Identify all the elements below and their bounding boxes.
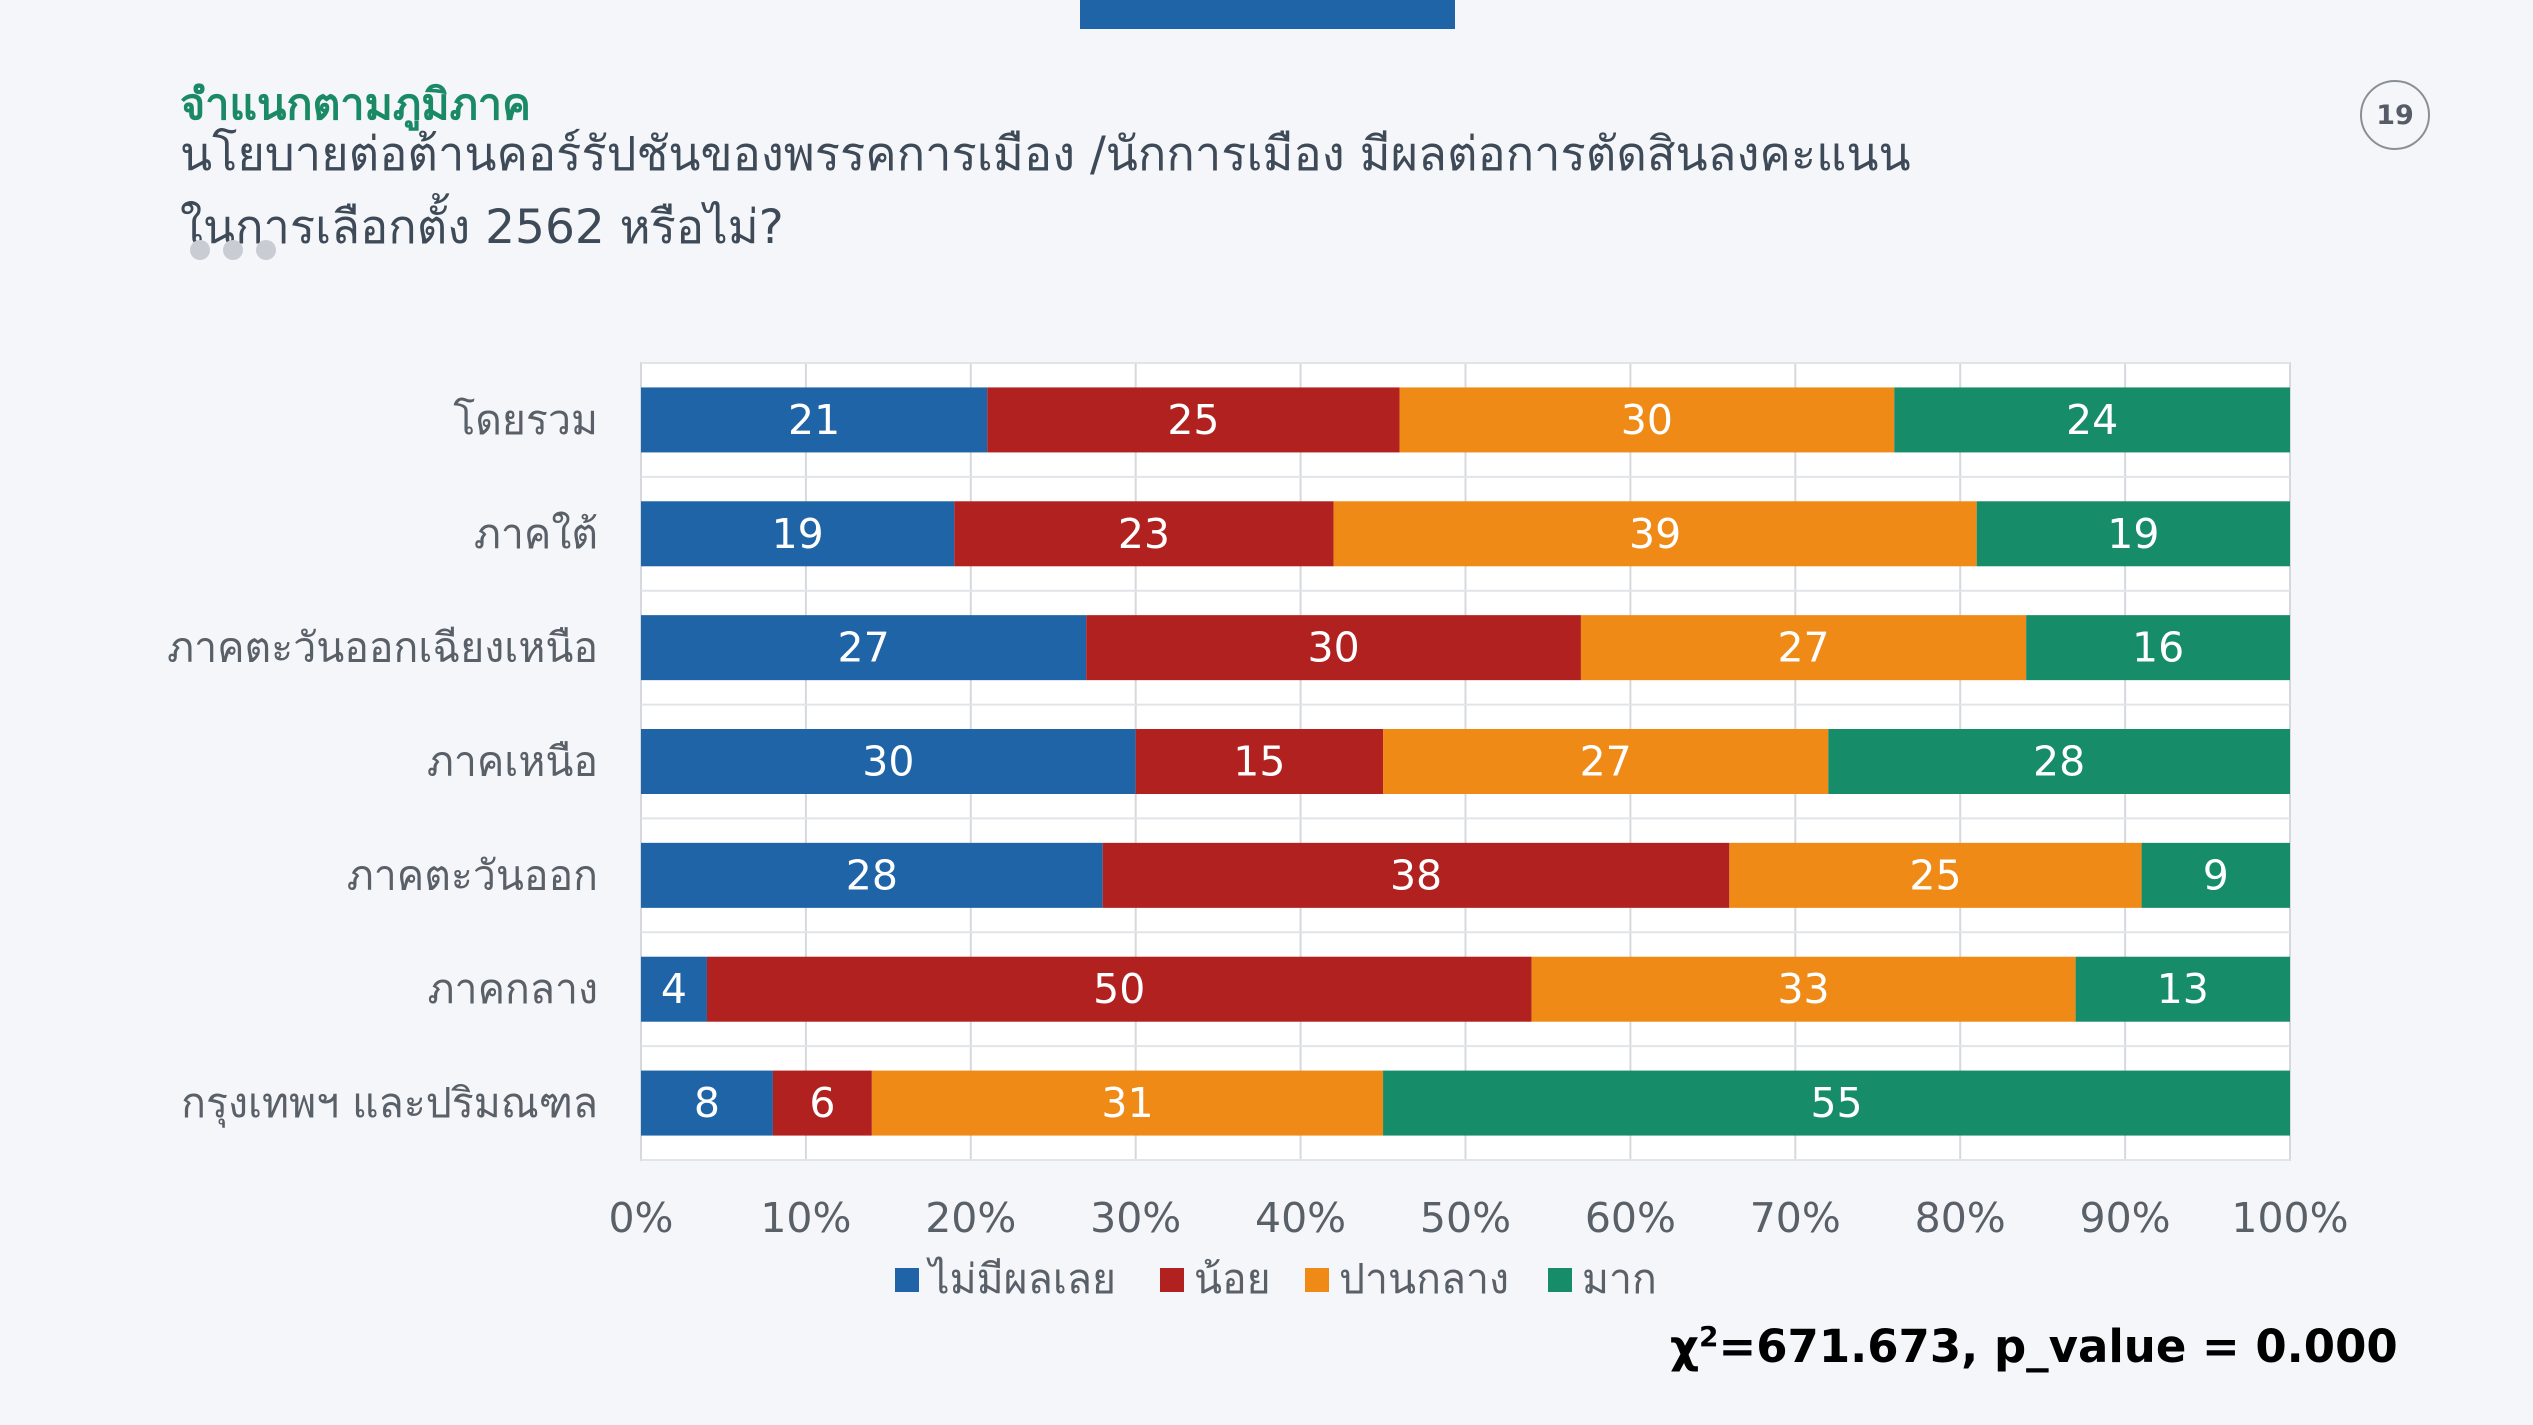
bar-value-label: 30 (1621, 396, 1673, 444)
bar-segment (1333, 501, 1977, 567)
bar-value-label: 31 (1101, 1079, 1153, 1127)
section-label: จำแนกตามภูมิภาค (180, 80, 531, 130)
decorative-dots (190, 240, 289, 264)
bar-value-label: 30 (862, 738, 914, 786)
chi-superscript: 2 (1699, 1320, 1719, 1353)
bar-segment (1383, 729, 1829, 794)
bar-segment (641, 842, 1103, 908)
chi-symbol: χ (1670, 1320, 1700, 1373)
bar-value-label: 38 (1390, 851, 1442, 899)
bar-segment (641, 387, 988, 453)
bar-segment (954, 501, 1334, 567)
bar-segment (641, 729, 1136, 794)
dot (223, 240, 243, 260)
bar-segment (1531, 956, 2076, 1022)
category-label: ภาคตะวันออก (347, 851, 598, 899)
bar-value-label: 16 (2132, 624, 2184, 672)
title-line-2: ในการเลือกตั้ง 2562 หรือไม่? (180, 200, 784, 255)
bar-segment (1135, 729, 1384, 794)
category-label: กรุงเทพฯ และปริมณฑล (181, 1079, 598, 1128)
bar-value-label: 39 (1629, 510, 1681, 558)
dot (190, 240, 210, 260)
legend-swatch (895, 1268, 919, 1292)
bar-value-label: 19 (772, 510, 824, 558)
bar-segment (706, 956, 1532, 1022)
category-label: ภาคใต้ (474, 510, 598, 558)
category-label: ภาคตะวันออกเฉียงเหนือ (167, 624, 598, 672)
bar-value-label: 27 (1777, 624, 1829, 672)
bar-segment (871, 1070, 1384, 1136)
chi-result-text: =671.673, p_value = 0.000 (1718, 1320, 2398, 1373)
x-tick-label: 10% (760, 1194, 851, 1242)
bar-value-label: 25 (1909, 851, 1961, 899)
bar-segment (2075, 956, 2290, 1022)
page-title: นโยบายต่อต้านคอร์รัปชันของพรรคการเมือง /… (180, 118, 2080, 264)
bar-value-label: 8 (694, 1079, 720, 1127)
bar-segment (641, 1070, 773, 1136)
x-tick-label: 70% (1750, 1194, 1841, 1242)
x-tick-label: 90% (2080, 1194, 2171, 1242)
legend-label: มาก (1582, 1255, 1657, 1303)
bar-value-label: 30 (1307, 624, 1359, 672)
bar-segment (641, 501, 955, 567)
bar-segment (1399, 387, 1895, 453)
bar-value-label: 28 (2033, 738, 2085, 786)
bar-segment (1383, 1070, 2290, 1136)
top-accent-bar (1080, 0, 1455, 29)
x-tick-label: 30% (1090, 1194, 1181, 1242)
x-tick-label: 50% (1420, 1194, 1511, 1242)
bar-segment (1894, 387, 2290, 453)
legend-label: ไม่มีผลเลย (926, 1255, 1116, 1303)
bar-segment (987, 387, 1400, 453)
bar-value-label: 55 (1810, 1079, 1862, 1127)
bar-segment (1580, 615, 2027, 681)
bar-segment (1729, 842, 2142, 908)
bar-value-label: 13 (2157, 965, 2209, 1013)
bar-value-label: 4 (661, 965, 687, 1013)
bar-value-label: 21 (788, 396, 840, 444)
bar-segment (1086, 615, 1581, 681)
bar-value-label: 19 (2107, 510, 2159, 558)
x-tick-label: 80% (1915, 1194, 2006, 1242)
category-label: โดยรวม (453, 396, 598, 444)
slide-number-badge: 19 (2360, 80, 2430, 150)
bar-value-label: 25 (1167, 396, 1219, 444)
category-label: ภาคกลาง (428, 965, 598, 1013)
legend-swatch (1305, 1268, 1329, 1292)
legend-swatch (1548, 1268, 1572, 1292)
title-line-1: นโยบายต่อต้านคอร์รัปชันของพรรคการเมือง /… (180, 127, 1911, 182)
dot (256, 240, 276, 260)
bar-value-label: 33 (1777, 965, 1829, 1013)
bar-value-label: 6 (809, 1079, 835, 1127)
category-label: ภาคเหนือ (427, 738, 598, 786)
x-tick-label: 60% (1585, 1194, 1676, 1242)
bar-value-label: 24 (2066, 396, 2118, 444)
bar-segment (1976, 501, 2290, 567)
x-tick-label: 0% (608, 1194, 673, 1242)
bar-segment (1828, 729, 2290, 794)
x-tick-label: 100% (2231, 1194, 2348, 1242)
legend-label: ปานกลาง (1339, 1255, 1509, 1303)
bar-segment (772, 1070, 872, 1136)
bar-value-label: 9 (2203, 851, 2229, 899)
bar-value-label: 28 (846, 851, 898, 899)
bar-segment (2026, 615, 2290, 681)
x-tick-label: 40% (1255, 1194, 1346, 1242)
bar-value-label: 27 (1580, 738, 1632, 786)
bar-segment (1102, 842, 1730, 908)
legend-label: น้อย (1194, 1255, 1271, 1303)
bar-segment (2141, 842, 2290, 908)
x-tick-label: 20% (925, 1194, 1016, 1242)
bar-value-label: 27 (838, 624, 890, 672)
bar-segment (641, 956, 707, 1022)
bar-segment (641, 615, 1087, 681)
bar-value-label: 23 (1118, 510, 1170, 558)
legend-swatch (1160, 1268, 1184, 1292)
bar-value-label: 15 (1233, 738, 1285, 786)
chi-square-result: χ2=671.673, p_value = 0.000 (1670, 1320, 2398, 1373)
bar-value-label: 50 (1093, 965, 1145, 1013)
